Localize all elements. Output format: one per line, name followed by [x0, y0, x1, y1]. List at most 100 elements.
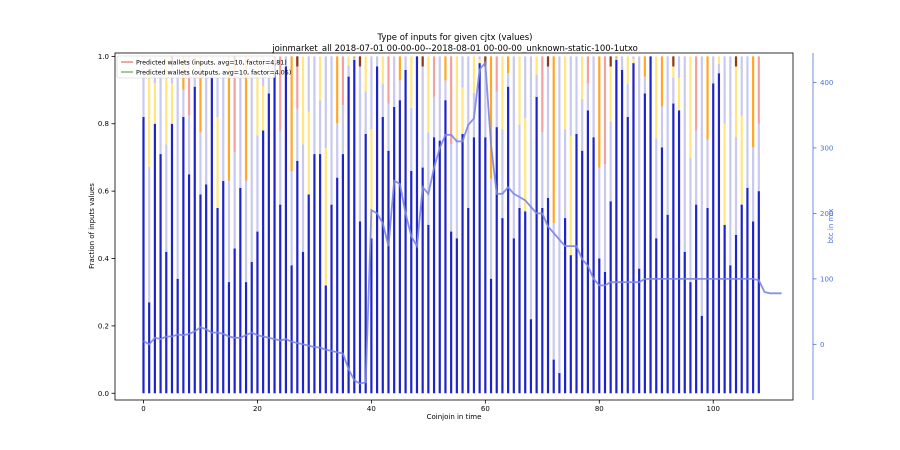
- bar-segment: [495, 91, 498, 128]
- bar-fresh: [752, 221, 755, 394]
- bar-segment: [387, 103, 390, 151]
- bar-segment: [444, 80, 447, 101]
- bar-fresh: [427, 224, 430, 394]
- bar-segment: [660, 106, 664, 148]
- bar-segment: [575, 56, 578, 134]
- bar-segment: [227, 180, 231, 283]
- bar-segment: [421, 56, 424, 168]
- bar-segment: [307, 111, 310, 195]
- bar-fresh: [586, 110, 589, 394]
- bar-segment: [199, 132, 202, 195]
- bar-fresh: [700, 315, 703, 394]
- bar-segment: [381, 83, 384, 118]
- bar-segment: [381, 56, 384, 84]
- legend-entry-outputs: Predicted wallets (outputs, avg=10, fact…: [136, 70, 291, 77]
- x-axis-label: Coinjoin in time: [427, 413, 482, 421]
- bar-fresh: [193, 86, 196, 394]
- bar-segment: [182, 89, 185, 118]
- bar-segment: [706, 139, 709, 208]
- y-axis: 0.0 0.2 0.4 0.6 0.8 1.0: [98, 53, 115, 398]
- bar-segment: [643, 56, 646, 77]
- bar-fresh: [666, 214, 669, 394]
- bar-segment: [301, 56, 305, 145]
- bar-segment: [450, 56, 453, 144]
- bars-layer: [142, 56, 760, 394]
- bar-fresh: [330, 204, 333, 394]
- bar-fresh: [273, 73, 276, 394]
- bar-fresh: [256, 231, 259, 394]
- bar-fresh: [455, 238, 458, 394]
- bar-segment: [450, 143, 453, 232]
- bar-fresh: [712, 83, 715, 394]
- bar-segment: [250, 56, 253, 262]
- bar-fresh: [649, 56, 652, 394]
- bar-fresh: [552, 359, 555, 394]
- bar-fresh: [250, 261, 253, 394]
- bar-segment: [222, 56, 225, 182]
- bar-fresh: [205, 184, 208, 394]
- bar-fresh: [575, 133, 578, 394]
- bar-segment: [752, 147, 755, 222]
- bar-segment: [324, 148, 327, 286]
- bar-segment: [546, 56, 550, 198]
- bar-segment: [358, 56, 362, 222]
- bar-segment: [353, 58, 356, 60]
- bar-segment: [734, 136, 738, 235]
- bar-fresh: [170, 123, 174, 394]
- bar-fresh: [296, 160, 299, 394]
- chart-subtitle: joinmarket_all 2018-07-01 00-00-00--2018…: [271, 44, 638, 54]
- bar-segment: [427, 56, 430, 133]
- bar-fresh: [182, 117, 185, 394]
- bar-segment: [375, 56, 379, 67]
- bar-segment: [307, 56, 310, 112]
- bar-fresh: [244, 282, 248, 394]
- bar-segment: [695, 56, 698, 131]
- bar-segment: [262, 86, 265, 131]
- bar-segment: [757, 123, 760, 192]
- x-tick-label: 40: [367, 405, 376, 413]
- bar-segment: [581, 56, 584, 99]
- bar-segment: [717, 63, 721, 74]
- bar-segment: [199, 56, 202, 133]
- y-tick-label: 0.6: [98, 188, 110, 196]
- bar-segment: [706, 56, 709, 140]
- bar-segment: [666, 56, 669, 215]
- bar-fresh: [415, 56, 419, 394]
- bar-segment: [404, 56, 407, 70]
- bar-fresh: [398, 100, 401, 394]
- bar-fresh: [518, 207, 521, 394]
- bar-segment: [244, 180, 248, 283]
- bar-segment: [609, 56, 612, 67]
- bar-fresh: [387, 150, 390, 394]
- bar-segment: [586, 56, 589, 84]
- bar-segment: [603, 164, 607, 272]
- bar-fresh: [655, 238, 658, 394]
- bar-fresh: [507, 86, 510, 394]
- bar-fresh: [353, 59, 356, 394]
- bar-segment: [187, 115, 191, 175]
- bar-fresh: [569, 255, 572, 394]
- bar-fresh: [581, 150, 584, 394]
- bar-fresh: [222, 181, 225, 394]
- bar-fresh: [689, 282, 692, 394]
- bar-segment: [734, 56, 738, 137]
- bar-fresh: [501, 218, 504, 394]
- bar-segment: [193, 70, 196, 87]
- bar-segment: [677, 56, 681, 78]
- bar-segment: [740, 56, 743, 116]
- bar-segment: [586, 83, 589, 111]
- bar-fresh: [410, 170, 413, 394]
- bar-fresh: [524, 211, 527, 394]
- bar-fresh: [740, 204, 743, 394]
- bar-fresh: [734, 234, 738, 394]
- bar-fresh: [615, 59, 618, 394]
- bar-segment: [535, 74, 538, 97]
- bar-segment: [598, 167, 601, 259]
- bar-segment: [444, 56, 447, 81]
- bar-fresh: [267, 93, 270, 394]
- bar-segment: [757, 56, 760, 124]
- bar-segment: [723, 123, 726, 225]
- bar-segment: [592, 56, 595, 138]
- bar-segment: [552, 56, 555, 224]
- bar-segment: [364, 56, 367, 92]
